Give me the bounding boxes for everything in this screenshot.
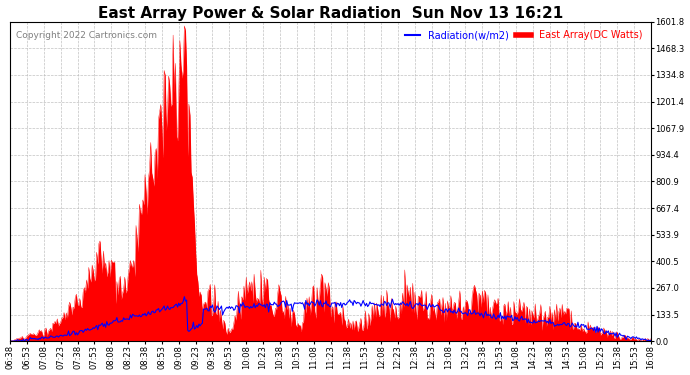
- Text: Copyright 2022 Cartronics.com: Copyright 2022 Cartronics.com: [17, 31, 157, 40]
- Legend: Radiation(w/m2), East Array(DC Watts): Radiation(w/m2), East Array(DC Watts): [402, 27, 646, 44]
- Title: East Array Power & Solar Radiation  Sun Nov 13 16:21: East Array Power & Solar Radiation Sun N…: [98, 6, 563, 21]
